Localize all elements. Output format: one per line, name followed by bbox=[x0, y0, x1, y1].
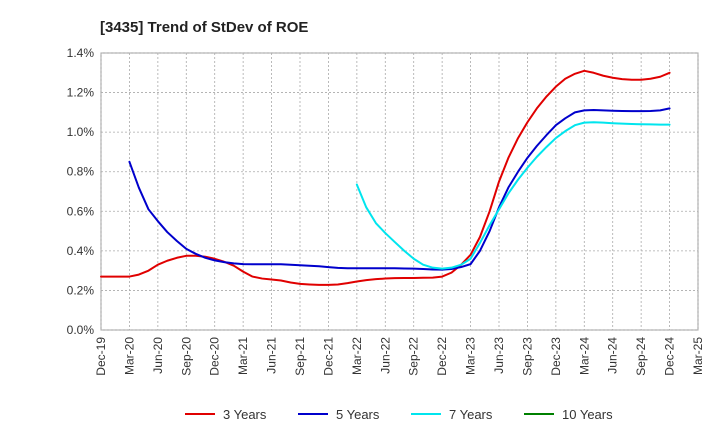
x-tick-label: Sep-22 bbox=[407, 337, 421, 376]
series-lines bbox=[100, 69, 671, 286]
x-tick-label: Dec-21 bbox=[321, 337, 335, 376]
x-tick-label: Dec-22 bbox=[435, 337, 449, 376]
legend-label: 3 Years bbox=[223, 407, 267, 422]
series-line-5-years bbox=[128, 107, 671, 271]
y-tick-label: 0.8% bbox=[67, 165, 95, 179]
x-tick-label: Sep-21 bbox=[293, 337, 307, 376]
x-tick-label: Mar-25 bbox=[691, 337, 705, 375]
y-tick-label: 0.2% bbox=[67, 283, 95, 297]
x-tick-label: Dec-19 bbox=[94, 337, 108, 376]
x-tick-label: Mar-23 bbox=[464, 337, 478, 375]
x-tick-label: Sep-23 bbox=[520, 337, 534, 376]
series-line-3-years bbox=[100, 69, 671, 286]
x-tick-label: Mar-20 bbox=[122, 337, 136, 375]
y-tick-label: 1.0% bbox=[67, 125, 95, 139]
x-tick-label: Dec-24 bbox=[663, 337, 677, 376]
chart-title: [3435] Trend of StDev of ROE bbox=[100, 19, 308, 36]
legend-label: 5 Years bbox=[336, 407, 380, 422]
y-tick-label: 1.4% bbox=[67, 46, 95, 60]
x-tick-label: Jun-23 bbox=[492, 337, 506, 374]
x-axis: Dec-19 Mar-20 Jun-20 Sep-20 Dec-20 Mar-21 Jun-… bbox=[94, 337, 705, 376]
y-tick-label: 0.4% bbox=[67, 244, 95, 258]
plot-area bbox=[100, 52, 699, 331]
x-tick-label: Mar-24 bbox=[577, 337, 591, 375]
x-tick-label: Dec-20 bbox=[208, 337, 222, 376]
x-tick-label: Sep-20 bbox=[179, 337, 193, 376]
y-tick-label: 0.0% bbox=[67, 323, 95, 337]
y-tick-label: 1.2% bbox=[67, 86, 95, 100]
x-tick-label: Mar-22 bbox=[350, 337, 364, 375]
series-line-7-years bbox=[355, 121, 671, 270]
x-tick-label: Sep-24 bbox=[634, 337, 648, 376]
y-axis: 0.0% 0.2% 0.4% 0.6% 0.8% 1.0% 1.2% 1.4% bbox=[67, 46, 95, 337]
x-tick-label: Jun-21 bbox=[265, 337, 279, 374]
x-tick-label: Dec-23 bbox=[549, 337, 563, 376]
legend: 3 Years 5 Years 7 Years 10 Years bbox=[185, 407, 613, 422]
x-tick-label: Jun-20 bbox=[151, 337, 165, 374]
x-tick-label: Mar-21 bbox=[236, 337, 250, 375]
y-tick-label: 0.6% bbox=[67, 204, 95, 218]
grid bbox=[100, 52, 699, 331]
x-tick-label: Jun-22 bbox=[378, 337, 392, 374]
legend-label: 10 Years bbox=[562, 407, 613, 422]
legend-label: 7 Years bbox=[449, 407, 493, 422]
x-tick-label: Jun-24 bbox=[606, 337, 620, 374]
